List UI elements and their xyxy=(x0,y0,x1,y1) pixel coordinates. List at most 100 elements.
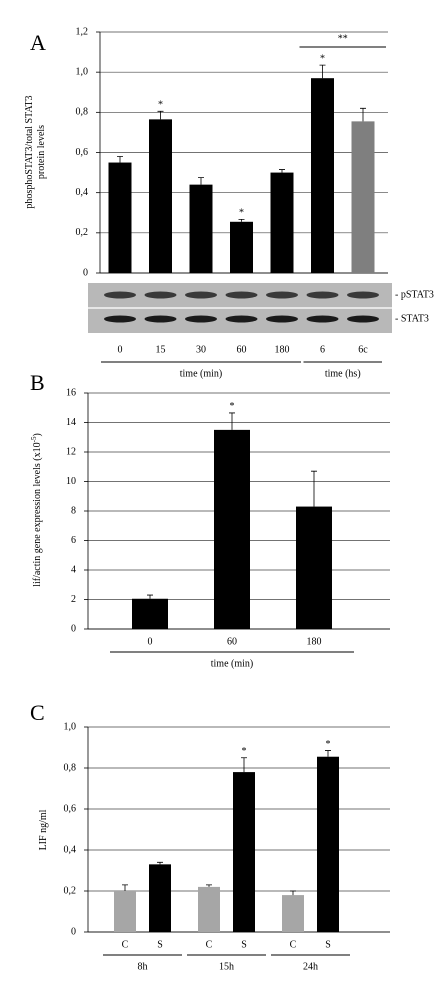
panel-letter: B xyxy=(30,370,45,395)
y-tick-label: 14 xyxy=(66,417,76,428)
bar xyxy=(189,184,213,273)
significance-label: * xyxy=(326,739,331,750)
error-bar xyxy=(360,107,366,122)
y-axis-label-text: phosphoSTAT3/total STAT3 xyxy=(24,95,35,208)
blot-band xyxy=(144,291,177,299)
error-bar xyxy=(157,861,163,865)
x-tick-label: 0 xyxy=(148,636,153,647)
bar xyxy=(311,78,334,273)
blot-band xyxy=(144,315,177,323)
blot-label: - STAT3 xyxy=(395,313,429,324)
bar xyxy=(230,221,253,273)
y-axis-label-suffix: ) xyxy=(32,433,43,436)
bar xyxy=(317,756,339,932)
error-bar xyxy=(117,156,123,163)
error-bar xyxy=(241,757,247,773)
bar xyxy=(149,119,172,273)
error-bar xyxy=(279,169,285,173)
y-tick-label: 1,0 xyxy=(64,721,77,732)
y-tick-label: 2 xyxy=(71,594,76,605)
x-tick-label: 60 xyxy=(237,344,247,355)
y-tick-label: 10 xyxy=(66,476,76,487)
error-bar xyxy=(122,884,128,891)
significance-label: * xyxy=(230,401,235,412)
y-axis-label: phosphoSTAT3/total STAT3 xyxy=(24,95,35,208)
y-tick-label: 0 xyxy=(71,623,76,634)
y-axis-label-text: protein levels xyxy=(36,125,47,179)
x-tick-label: 0 xyxy=(118,344,123,355)
error-bar xyxy=(311,470,317,507)
y-tick-label: 0,8 xyxy=(64,762,77,773)
y-tick-label: 0 xyxy=(71,926,76,937)
y-tick-label: 1,0 xyxy=(76,66,89,77)
bar xyxy=(270,172,294,273)
bar xyxy=(214,429,250,629)
y-tick-label: 12 xyxy=(66,446,76,457)
bar xyxy=(351,121,375,273)
blot-band xyxy=(185,291,217,299)
x-tick-label: 6c xyxy=(358,344,368,355)
y-tick-label: 0,6 xyxy=(64,803,77,814)
x-tick-label: 180 xyxy=(307,636,322,647)
blot-label: - pSTAT3 xyxy=(395,289,434,300)
x-tick-label: C xyxy=(206,939,213,950)
error-bar xyxy=(147,594,153,599)
y-tick-label: 8 xyxy=(71,505,76,516)
significance-label: * xyxy=(158,100,163,111)
blot-band xyxy=(104,291,136,299)
significance-label: ** xyxy=(338,33,348,44)
y-axis-label-text: lif/actin gene expression levels (x10 xyxy=(32,442,43,586)
y-axis-label: LIF ng/ml xyxy=(38,809,49,850)
significance-label: * xyxy=(239,208,244,219)
group-label: 24h xyxy=(303,961,318,972)
blot-band xyxy=(266,291,298,299)
panel-letter: C xyxy=(30,700,45,725)
error-bar xyxy=(206,884,212,887)
x-tick-label: 15 xyxy=(156,344,166,355)
bar xyxy=(198,886,220,932)
error-bar xyxy=(290,890,296,896)
group-label: time (min) xyxy=(180,368,223,379)
y-tick-label: 0,8 xyxy=(76,107,89,118)
x-tick-label: C xyxy=(290,939,297,950)
bar xyxy=(296,506,332,629)
error-bar xyxy=(198,177,204,185)
y-axis-label-superscript: -5 xyxy=(30,436,38,442)
y-tick-label: 16 xyxy=(66,387,76,398)
significance-label: * xyxy=(320,53,325,64)
blot-band xyxy=(104,315,136,323)
error-bar xyxy=(325,750,331,757)
blot-band xyxy=(185,315,217,323)
bar xyxy=(108,162,132,273)
x-tick-label: S xyxy=(157,939,163,950)
blot-band xyxy=(225,291,258,299)
group-label: 8h xyxy=(138,961,148,972)
y-tick-label: 0,6 xyxy=(76,147,89,158)
blot-band xyxy=(347,291,379,299)
blot-band xyxy=(225,315,258,323)
blot-band xyxy=(306,291,339,299)
blot-band xyxy=(306,315,339,323)
panel-letter: A xyxy=(30,30,46,55)
bar xyxy=(114,891,136,932)
error-bar xyxy=(229,412,235,430)
y-tick-label: 4 xyxy=(71,564,76,575)
blot-band xyxy=(266,315,298,323)
x-tick-label: 180 xyxy=(275,344,290,355)
bar xyxy=(132,598,168,629)
y-tick-label: 0 xyxy=(83,267,88,278)
blot-divider xyxy=(88,307,392,309)
significance-label: * xyxy=(242,746,247,757)
y-tick-label: 0,4 xyxy=(64,844,77,855)
group-label: time (min) xyxy=(211,658,254,669)
group-label: time (hs) xyxy=(325,368,361,379)
y-tick-label: 0,2 xyxy=(64,885,77,896)
blot-band xyxy=(347,315,379,323)
y-tick-label: 6 xyxy=(71,535,76,546)
x-tick-label: 30 xyxy=(196,344,206,355)
error-bar xyxy=(157,110,164,120)
error-bar xyxy=(319,64,326,79)
y-tick-label: 1,2 xyxy=(76,26,89,37)
x-tick-label: 6 xyxy=(320,344,325,355)
